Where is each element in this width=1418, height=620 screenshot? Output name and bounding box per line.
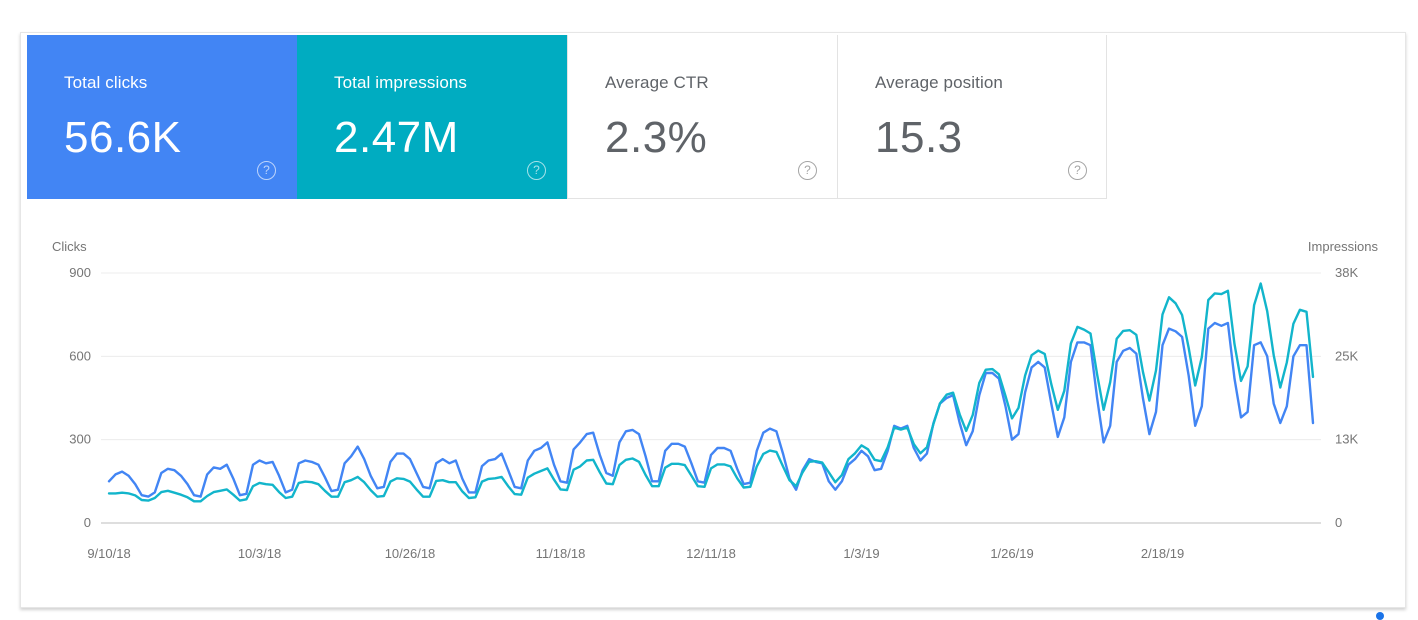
left-tick-label: 900 [69, 265, 91, 280]
help-icon[interactable]: ? [527, 161, 546, 180]
left-tick-label: 300 [69, 432, 91, 447]
right-tick-label: 25K [1335, 348, 1358, 363]
x-tick-label: 11/18/18 [536, 546, 586, 561]
metric-total-impressions-label: Total impressions [334, 73, 468, 92]
x-tick-label: 9/10/18 [87, 546, 130, 561]
right-tick-label: 38K [1335, 265, 1358, 280]
metric-average-position-value: 15.3 [875, 113, 963, 162]
help-icon[interactable]: ? [798, 161, 817, 180]
left-tick-label: 0 [84, 515, 91, 530]
help-icon[interactable]: ? [1068, 161, 1087, 180]
x-tick-label: 10/26/18 [385, 546, 436, 561]
performance-card: Total clicks 56.6K ? Total impressions 2… [20, 32, 1406, 608]
left-tick-label: 600 [69, 348, 91, 363]
x-tick-label: 12/11/18 [686, 546, 736, 561]
x-tick-label: 10/3/18 [238, 546, 281, 561]
status-dot [1376, 612, 1384, 620]
metric-total-clicks-value: 56.6K [64, 113, 182, 162]
metric-average-ctr-label: Average CTR [605, 73, 709, 92]
metric-total-clicks-label: Total clicks [64, 73, 148, 92]
right-tick-label: 0 [1335, 515, 1342, 530]
series-line-clicks [107, 321, 1315, 498]
help-icon[interactable]: ? [257, 161, 276, 180]
left-axis-label: Clicks [52, 239, 87, 254]
series-line-impressions [107, 282, 1315, 503]
metric-total-impressions-value: 2.47M [334, 113, 459, 162]
metric-total-clicks[interactable]: Total clicks 56.6K ? [27, 35, 297, 199]
x-tick-label: 1/26/19 [990, 546, 1033, 561]
metric-average-ctr[interactable]: Average CTR 2.3% ? [567, 35, 837, 199]
metric-average-position-label: Average position [875, 73, 1003, 92]
x-tick-label: 1/3/19 [843, 546, 879, 561]
x-tick-label: 2/18/19 [1141, 546, 1184, 561]
right-tick-label: 13K [1335, 432, 1358, 447]
performance-chart: Clicks Impressions 900 600 300 0 38K 25K 13K 0… [52, 239, 1379, 561]
metric-average-ctr-value: 2.3% [605, 113, 708, 162]
metric-tabs: Total clicks 56.6K ? Total impressions 2… [27, 35, 1107, 199]
right-axis-label: Impressions [1308, 239, 1379, 254]
metric-total-impressions[interactable]: Total impressions 2.47M ? [297, 35, 567, 199]
metric-average-position[interactable]: Average position 15.3 ? [837, 35, 1107, 199]
